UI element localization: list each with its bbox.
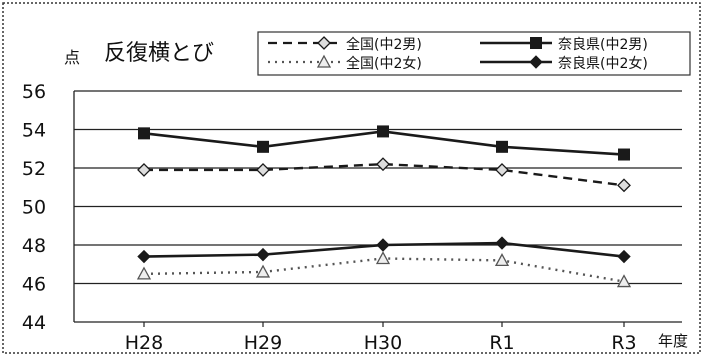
data-point-1-1 — [257, 140, 269, 153]
x-axis-unit-label: 年度 — [658, 332, 688, 350]
x-tick-label: R1 — [489, 332, 514, 354]
data-point-3-4 — [617, 249, 631, 264]
legend-label: 奈良県(中2男) — [558, 37, 648, 53]
data-point-2-1 — [255, 264, 271, 278]
data-point-1-0 — [138, 127, 150, 140]
series-group — [136, 125, 632, 288]
y-tick-label: 54 — [22, 120, 46, 142]
legend-label: 全国(中2女) — [346, 55, 422, 72]
y-tick-label: 44 — [22, 312, 46, 334]
data-point-0-3 — [495, 163, 509, 177]
x-tick-label: H30 — [364, 332, 402, 354]
y-axis-unit-label: 点 — [64, 48, 80, 67]
y-tick-label: 48 — [22, 235, 46, 257]
legend-label: 全国(中2男) — [346, 36, 422, 53]
legend-marker-1 — [530, 37, 542, 49]
x-tick-label: H28 — [125, 332, 163, 354]
data-point-0-4 — [617, 178, 631, 193]
data-point-3-1 — [256, 247, 270, 262]
data-point-2-3 — [494, 253, 510, 267]
data-point-1-4 — [618, 148, 630, 161]
data-point-0-2 — [376, 157, 390, 172]
grid — [73, 90, 682, 323]
y-tick-label: 56 — [22, 81, 46, 103]
data-point-1-3 — [496, 140, 508, 153]
legend-marker-2 — [316, 54, 332, 68]
chart-title: 反復横とび — [104, 41, 214, 66]
x-tick-label: R3 — [611, 332, 636, 354]
legend: 全国(中2男) 奈良県(中2男) 全国(中2女) 奈良県(中2女) — [257, 31, 691, 76]
data-point-1-2 — [377, 125, 389, 138]
x-tick-label: H29 — [244, 332, 282, 354]
data-point-2-2 — [375, 251, 391, 265]
legend-label: 奈良県(中2女) — [558, 55, 648, 72]
x-axis: H28 H29 H30 R1 R3 — [125, 322, 637, 354]
data-point-3-2 — [376, 238, 390, 252]
legend-marker-0 — [317, 36, 331, 50]
data-point-3-0 — [137, 249, 151, 264]
legend-marker-3 — [529, 55, 543, 69]
y-tick-label: 46 — [22, 274, 46, 296]
series-line-0 — [144, 162, 625, 187]
data-point-0-1 — [256, 163, 270, 177]
data-point-3-3 — [495, 236, 509, 250]
y-axis: 44 46 48 50 52 54 56 — [22, 81, 46, 334]
data-point-2-4 — [616, 274, 632, 288]
data-point-2-0 — [136, 266, 152, 280]
y-tick-label: 50 — [22, 197, 46, 219]
y-tick-label: 52 — [22, 158, 46, 180]
legend-box — [257, 31, 691, 76]
data-point-0-0 — [137, 163, 151, 177]
